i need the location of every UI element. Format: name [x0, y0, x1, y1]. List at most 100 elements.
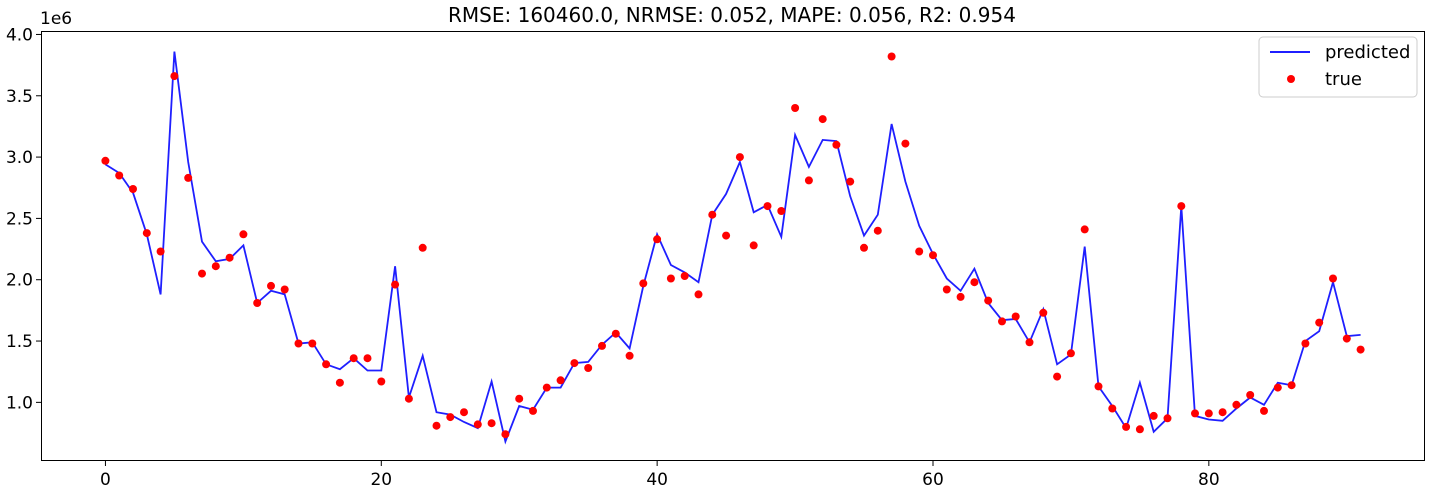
y-offset-label: 1e6: [40, 9, 72, 29]
series-true-point: [473, 420, 482, 429]
series-true-point: [184, 173, 193, 182]
series-true-point: [529, 406, 537, 415]
series-true-point: [1329, 274, 1337, 283]
series-true-point: [984, 296, 993, 305]
series-true-point: [1039, 308, 1048, 317]
plot-frame: [41, 31, 1425, 461]
series-true-point: [860, 243, 868, 252]
series-true-point: [1122, 422, 1131, 431]
series-true-point: [391, 280, 400, 289]
y-tick-label: 3.0: [6, 148, 33, 168]
series-true-point: [1080, 225, 1089, 234]
series-true-point: [1025, 338, 1034, 347]
series-true-point: [1273, 383, 1282, 392]
series-true-point: [970, 278, 979, 287]
series-true-point: [722, 231, 731, 240]
y-tick-label: 3.5: [6, 87, 33, 107]
x-tick-label: 20: [370, 470, 392, 490]
series-true-point: [791, 104, 800, 112]
series-true-point: [1260, 406, 1268, 415]
series-true-point: [570, 359, 579, 368]
series-true-point: [1315, 318, 1324, 327]
series-true-point: [804, 176, 813, 185]
chart-title: RMSE: 160460.0, NRMSE: 0.052, MAPE: 0.05…: [448, 3, 1016, 27]
series-true-point: [915, 247, 924, 256]
series-true-point: [432, 421, 441, 430]
series-true-point: [363, 354, 372, 363]
series-true-point: [846, 177, 855, 186]
series-true-point: [680, 272, 689, 280]
series-true-point: [653, 235, 662, 244]
series-true-point: [1094, 382, 1103, 391]
legend-predicted-label: predicted: [1325, 42, 1410, 63]
series-true-point: [542, 383, 551, 392]
series-true-point: [404, 394, 413, 403]
y-tick-label: 2.5: [6, 209, 33, 229]
series-true-point: [832, 140, 841, 149]
series-true-point: [280, 285, 289, 294]
series-true-point: [129, 185, 137, 193]
series-true-point: [887, 52, 896, 61]
series-true-point: [253, 299, 262, 307]
series-true-point: [1011, 312, 1020, 321]
series-true-point: [446, 413, 455, 422]
x-axis-ticks: 0 20 40 60 80: [100, 460, 1220, 490]
x-tick-label: 40: [646, 470, 668, 490]
series-true-point: [1149, 411, 1158, 420]
series-true-point: [1177, 202, 1186, 211]
series-true-point: [625, 351, 634, 360]
series-true-point: [666, 274, 675, 283]
series-true-point: [1204, 409, 1213, 418]
series-true-point: [1246, 391, 1255, 399]
series-true-point: [294, 339, 303, 348]
series-true-point: [956, 292, 965, 301]
series-true-point: [584, 364, 593, 372]
series-true-point: [1342, 334, 1351, 343]
series-true-point: [598, 341, 606, 350]
series-true-point: [735, 153, 744, 162]
x-tick-label: 80: [1198, 470, 1220, 490]
legend-true-marker: [1287, 75, 1295, 83]
series-true-point: [1053, 372, 1062, 381]
series-true-point: [1066, 349, 1075, 358]
series-layer: [101, 51, 1365, 445]
series-true-point: [1287, 381, 1296, 390]
series-true-point: [1218, 408, 1227, 417]
y-tick-label: 4.0: [6, 25, 33, 45]
series-true-point: [225, 253, 234, 262]
series-true-point: [873, 226, 882, 235]
series-true-point: [239, 230, 248, 239]
series-true-point: [1356, 345, 1365, 354]
series-true-point: [1135, 425, 1144, 434]
series-true-point: [818, 115, 827, 124]
series-true-point: [115, 171, 124, 180]
series-true-point: [101, 156, 110, 165]
series-true-point: [556, 376, 565, 385]
series-true-point: [777, 207, 786, 215]
series-true-point: [763, 202, 772, 211]
x-tick-label: 60: [922, 470, 944, 490]
series-true-point: [1108, 404, 1117, 413]
y-tick-label: 1.0: [6, 393, 33, 413]
y-tick-label: 1.5: [6, 332, 33, 352]
series-true-point: [198, 269, 206, 278]
series-true-point: [170, 72, 179, 81]
series-true-point: [308, 339, 317, 348]
series-true-point: [901, 139, 910, 148]
series-true-point: [418, 243, 427, 252]
series-true-point: [156, 247, 165, 256]
series-true-point: [998, 317, 1006, 326]
series-true-point: [142, 229, 151, 238]
series-predicted-line: [104, 51, 1361, 445]
series-true-point: [1191, 409, 1199, 418]
x-tick-label: 0: [100, 470, 111, 490]
series-true-point: [694, 290, 703, 299]
series-true-point: [322, 360, 331, 369]
series-true-point: [515, 394, 524, 403]
series-true-point: [211, 262, 220, 271]
series-true-point: [942, 285, 951, 294]
series-true-point: [335, 378, 344, 387]
legend-true-label: true: [1325, 69, 1362, 90]
series-true-point: [749, 241, 758, 250]
